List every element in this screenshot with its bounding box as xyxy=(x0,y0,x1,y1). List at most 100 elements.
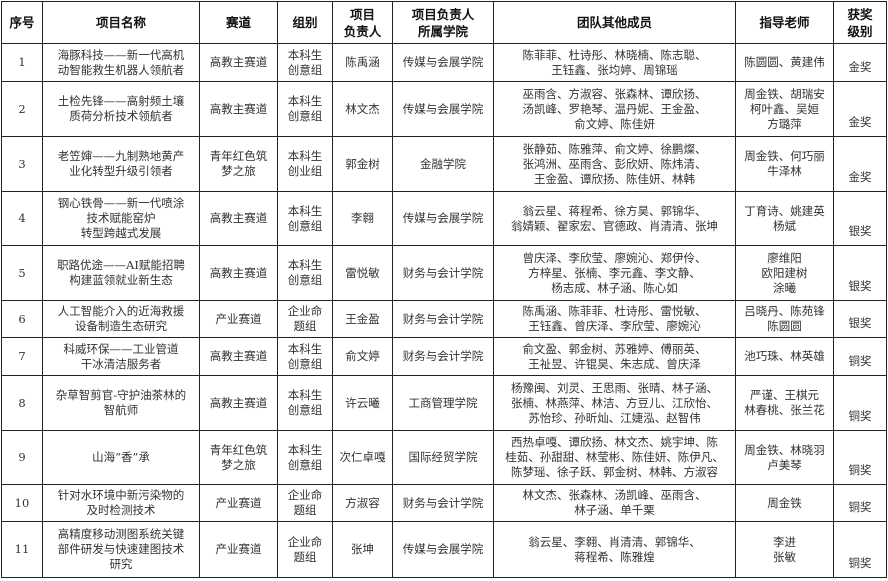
table-row: 7 科威环保——工业管道 干冰清洁服务者 高教主赛道 本科生 创意组 俞文婷 财务与会计学… xyxy=(1,337,887,376)
cell-leader: 许云曦 xyxy=(332,375,393,431)
cell-award: 铜奖 xyxy=(833,375,887,431)
cell-college: 财务与会计学院 xyxy=(392,337,494,376)
cell-leader: 方淑容 xyxy=(332,484,393,522)
cell-track: 产业赛道 xyxy=(199,484,278,522)
table-row: 5 职路优途——AI赋能招聘 构建蓝领就业新生态 高教主赛道 本科生 创意组 雷悦敏 财务… xyxy=(1,245,887,301)
cell-award: 铜奖 xyxy=(833,430,887,485)
cell-advisors: 陈圆圆、黄建伟 xyxy=(735,43,834,82)
cell-leader: 俞文婷 xyxy=(332,337,393,376)
table-row: 6 人工智能介入的近海救援 设备制造生态研究 产业赛道 企业命 题组 王金盈 财务与会计学… xyxy=(1,300,887,338)
cell-group: 企业命 题组 xyxy=(277,484,333,522)
col-leader-header: 项目 负责人 xyxy=(332,1,393,44)
table-row: 2 土检先锋——高射频土壤 质荷分析技术领航者 高教主赛道 本科生 创意组 林文杰 传媒与… xyxy=(1,81,887,137)
cell-leader: 林文杰 xyxy=(332,81,393,137)
cell-advisors: 丁育诗、姚建英 杨斌 xyxy=(735,191,834,246)
table-row: 8 杂草智剪官-守护油茶林的 智航师 高教主赛道 本科生 创意组 许云曦 工商管理学院 杨豫… xyxy=(1,375,887,431)
cell-no: 6 xyxy=(1,300,43,338)
cell-members: 杨豫闽、刘灵、王思雨、张晴、林子涵、 张楠、林燕萍、林洁、方豆儿、江欣怡、 苏怡… xyxy=(493,375,736,431)
cell-name: 土检先锋——高射频土壤 质荷分析技术领航者 xyxy=(42,81,200,137)
cell-award: 铜奖 xyxy=(833,521,887,578)
col-name-header: 项目名称 xyxy=(42,1,200,44)
cell-track: 青年红色筑 梦之旅 xyxy=(199,136,278,192)
header-row: 序号 项目名称 赛道 组别 项目 负责人 项目负责人 所属学院 团队其他成员 指导老师 获奖 级… xyxy=(1,1,887,44)
table-row: 11 高精度移动测图系统关键 部件研发与快速建图技术 研究 产业赛道 企业命 题组 张坤… xyxy=(1,521,887,578)
cell-advisors: 周金铁、何巧丽 牛泽林 xyxy=(735,136,834,192)
cell-name: 针对水环境中新污染物的 及时检测技术 xyxy=(42,484,200,522)
table-row: 9 山海“香”承 青年红色筑 梦之旅 本科生 创意组 次仁卓嘎 国际经贸学院 西热卓嘎、谭欣… xyxy=(1,430,887,485)
cell-group: 企业命 题组 xyxy=(277,300,333,338)
cell-award: 金奖 xyxy=(833,136,887,192)
cell-no: 2 xyxy=(1,81,43,137)
cell-name: 高精度移动测图系统关键 部件研发与快速建图技术 研究 xyxy=(42,521,200,578)
col-college-header: 项目负责人 所属学院 xyxy=(392,1,494,44)
cell-no: 7 xyxy=(1,337,43,376)
cell-name: 海豚科技——新一代高机 动智能救生机器人领航者 xyxy=(42,43,200,82)
cell-leader: 陈禹涵 xyxy=(332,43,393,82)
cell-college: 工商管理学院 xyxy=(392,375,494,431)
cell-leader: 次仁卓嘎 xyxy=(332,430,393,485)
cell-no: 1 xyxy=(1,43,43,82)
table-row: 3 老笠婶——九制熟地黄产 业化转型升级引领者 青年红色筑 梦之旅 本科生 创业组 郭金… xyxy=(1,136,887,192)
cell-group: 本科生 创业组 xyxy=(277,136,333,192)
cell-advisors: 周金铁 xyxy=(735,484,834,522)
cell-group: 本科生 创意组 xyxy=(277,430,333,485)
cell-group: 企业命 题组 xyxy=(277,521,333,578)
cell-leader: 张坤 xyxy=(332,521,393,578)
cell-track: 产业赛道 xyxy=(199,521,278,578)
cell-members: 张静茹、陈雅萍、俞文婷、徐鹏燦、 张鸿洲、巫雨含、彭欣妍、陈炜清、 王金盈、谭欣… xyxy=(493,136,736,192)
cell-group: 本科生 创意组 xyxy=(277,81,333,137)
cell-no: 9 xyxy=(1,430,43,485)
cell-group: 本科生 创意组 xyxy=(277,337,333,376)
cell-advisors: 周金铁、胡瑞安 柯叶鑫、吴姮 方璐萍 xyxy=(735,81,834,137)
col-advisors-header: 指导老师 xyxy=(735,1,834,44)
cell-members: 西热卓嘎、谭欣扬、林文杰、姚宇坤、陈 桂茹、孙甜甜、林莹彬、陈佳妍、陈伊凡、 陈… xyxy=(493,430,736,485)
cell-award: 铜奖 xyxy=(833,484,887,522)
cell-track: 高教主赛道 xyxy=(199,81,278,137)
cell-college: 国际经贸学院 xyxy=(392,430,494,485)
cell-advisors: 廖维阳 欧阳建树 涂曦 xyxy=(735,245,834,301)
cell-award: 金奖 xyxy=(833,81,887,137)
cell-college: 财务与会计学院 xyxy=(392,245,494,301)
cell-track: 高教主赛道 xyxy=(199,375,278,431)
cell-no: 5 xyxy=(1,245,43,301)
cell-name: 山海“香”承 xyxy=(42,430,200,485)
cell-name: 杂草智剪官-守护油茶林的 智航师 xyxy=(42,375,200,431)
cell-members: 巫雨含、方淑容、张森林、谭欣扬、 汤凯峰、罗艳琴、温丹妮、王金盈、 俞文婷、陈佳… xyxy=(493,81,736,137)
cell-award: 银奖 xyxy=(833,300,887,338)
cell-group: 本科生 创意组 xyxy=(277,375,333,431)
cell-track: 青年红色筑 梦之旅 xyxy=(199,430,278,485)
cell-members: 陈菲菲、杜诗彤、林晓楠、陈志聪、 王钰鑫、张均婷、周锦瑶 xyxy=(493,43,736,82)
cell-name: 钢心铁骨——新一代喷涂 技术赋能窑炉 转型跨越式发展 xyxy=(42,191,200,246)
cell-leader: 王金盈 xyxy=(332,300,393,338)
cell-members: 林文杰、张森林、汤凯峰、巫雨含、 林子涵、单千栗 xyxy=(493,484,736,522)
cell-advisors: 严谨、王棋元 林春桃、张兰花 xyxy=(735,375,834,431)
cell-group: 本科生 创意组 xyxy=(277,43,333,82)
col-award-header: 获奖 级别 xyxy=(833,1,887,44)
table-row: 10 针对水环境中新污染物的 及时检测技术 产业赛道 企业命 题组 方淑容 财务与会计学院… xyxy=(1,484,887,522)
cell-college: 金融学院 xyxy=(392,136,494,192)
cell-track: 高教主赛道 xyxy=(199,43,278,82)
cell-track: 产业赛道 xyxy=(199,300,278,338)
col-members-header: 团队其他成员 xyxy=(493,1,736,44)
col-no-header: 序号 xyxy=(1,1,43,44)
cell-college: 传媒与会展学院 xyxy=(392,81,494,137)
cell-track: 高教主赛道 xyxy=(199,245,278,301)
cell-college: 传媒与会展学院 xyxy=(392,191,494,246)
cell-award: 银奖 xyxy=(833,191,887,246)
cell-advisors: 池巧珠、林英雄 xyxy=(735,337,834,376)
cell-name: 职路优途——AI赋能招聘 构建蓝领就业新生态 xyxy=(42,245,200,301)
col-track-header: 赛道 xyxy=(199,1,278,44)
cell-award: 金奖 xyxy=(833,43,887,82)
cell-members: 俞文盈、郭金树、苏雅婷、傅丽英、 王祉昱、许锟昊、朱志成、曾庆泽 xyxy=(493,337,736,376)
cell-name: 老笠婶——九制熟地黄产 业化转型升级引领者 xyxy=(42,136,200,192)
cell-no: 8 xyxy=(1,375,43,431)
cell-leader: 雷悦敏 xyxy=(332,245,393,301)
cell-advisors: 吕晓丹、陈苑锋 陈圆圆 xyxy=(735,300,834,338)
cell-members: 曾庆泽、李欣莹、廖婉沁、郑伊伶、 方梓星、张楠、李元鑫、李文静、 杨志成、林子涵… xyxy=(493,245,736,301)
cell-college: 传媒与会展学院 xyxy=(392,43,494,82)
cell-award: 银奖 xyxy=(833,245,887,301)
cell-track: 高教主赛道 xyxy=(199,191,278,246)
cell-award: 铜奖 xyxy=(833,337,887,376)
col-group-header: 组别 xyxy=(277,1,333,44)
cell-no: 10 xyxy=(1,484,43,522)
